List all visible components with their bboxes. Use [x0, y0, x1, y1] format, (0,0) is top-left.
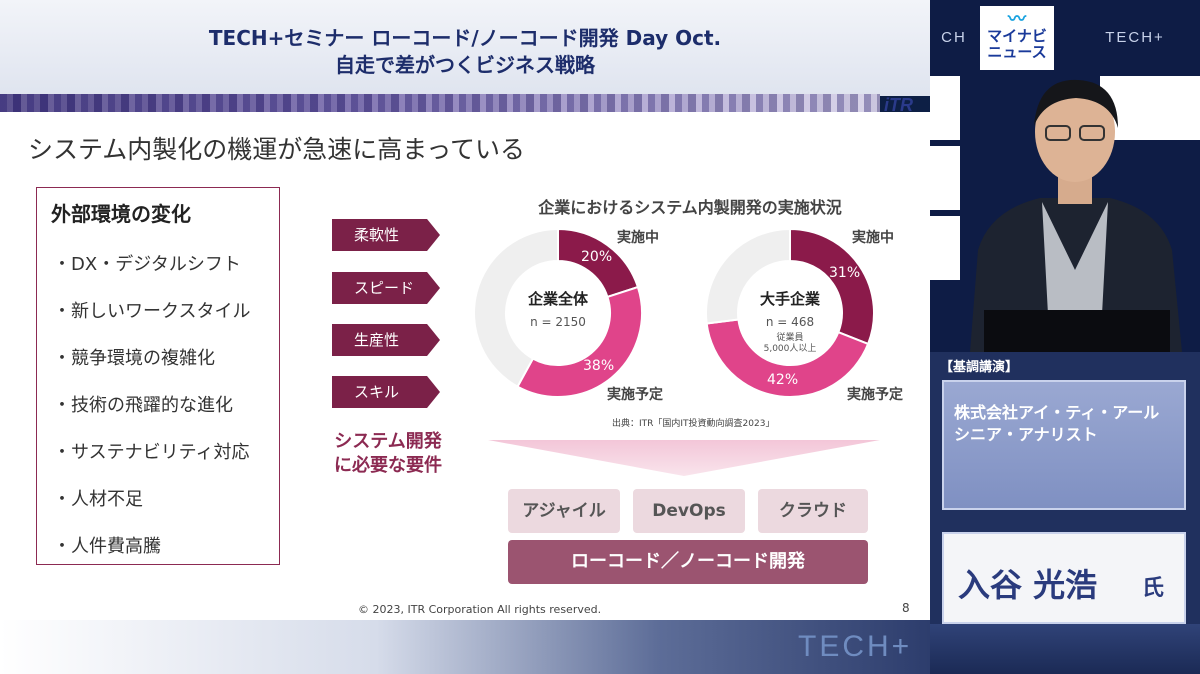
requirement-productivity: 生産性	[332, 324, 440, 356]
donut-center-large: 大手企業 n = 468 従業員 5,000人以上	[740, 288, 840, 355]
donut-sample-size: n = 468	[765, 315, 815, 329]
speaker-honorific: 氏	[1142, 576, 1165, 601]
donut-slice-planned	[705, 318, 870, 398]
panel-bottom-band	[930, 624, 1200, 674]
requirement-speed: スピード	[332, 272, 440, 304]
mynavi-news-logo: 〰 マイナビ ニュース	[980, 6, 1054, 70]
seminar-subtitle: 自走で差がつくビジネス戦略	[335, 53, 595, 77]
glasses-icon	[1079, 125, 1105, 141]
donut-chart-large-companies	[705, 227, 875, 398]
glasses-icon	[1045, 125, 1071, 141]
method-devops: DevOps	[633, 489, 745, 533]
requirements-caption: システム開発 に必要な要件	[328, 430, 448, 478]
laptop	[984, 310, 1170, 352]
donut-center-all: 企業全体 n = 2150	[508, 288, 608, 329]
mynavi-logo-line2: ニュース	[987, 43, 1047, 61]
company-line1: 株式会社アイ・ティ・アール	[954, 403, 1160, 422]
company-box: 株式会社アイ・ティ・アール シニア・アナリスト	[942, 380, 1186, 510]
env-item: ・DX・デジタルシフト	[53, 254, 241, 275]
chart-source: 出典：ITR「国内IT投資動向調査2023」	[612, 419, 775, 429]
requirement-flexibility: 柔軟性	[332, 219, 440, 251]
copyright: © 2023, ITR Corporation All rights reser…	[358, 603, 602, 616]
backdrop-logo-panel	[930, 216, 960, 280]
requirement-skill: スキル	[332, 376, 440, 408]
donut-title: 大手企業	[759, 290, 820, 308]
legend-in-progress: 実施中	[617, 230, 659, 246]
speaker-video	[970, 79, 1182, 352]
page-number: 8	[902, 601, 910, 615]
seminar-header: TECH+セミナー ローコード/ノーコード開発 Day Oct. 自走で差がつく…	[0, 0, 930, 96]
speaker-face	[1035, 82, 1115, 182]
requirements-caption-line1: システム開発	[334, 431, 442, 452]
tech-plus-backdrop-logo: TECH+	[1105, 29, 1165, 46]
donut-slice-in-progress	[789, 227, 875, 346]
legend-planned: 実施予定	[607, 387, 663, 403]
donut-slice-other	[473, 227, 559, 388]
method-cloud: クラウド	[758, 489, 868, 533]
funnel-arrow	[488, 440, 880, 476]
requirements-caption-line2: に必要な要件	[334, 455, 442, 476]
donut-note: 従業員 5,000人以上	[740, 333, 840, 355]
bottom-band	[0, 620, 940, 674]
data-label: 38%	[583, 358, 615, 374]
env-item: ・競争環境の複雑化	[53, 348, 215, 369]
donut-chart-all-companies	[473, 227, 643, 398]
speaker-name-box: 入谷 光浩 氏	[942, 532, 1186, 624]
legend-in-progress: 実施中	[852, 230, 894, 246]
method-agile: アジャイル	[508, 489, 620, 533]
company-line2: シニア・アナリスト	[954, 425, 1098, 444]
data-label: 42%	[767, 372, 799, 388]
keynote-label: 【基調講演】	[940, 360, 1019, 375]
mynavi-logo-line1: マイナビ	[987, 27, 1047, 45]
data-label: 31%	[829, 265, 861, 281]
lowcode-nocode-box: ローコード／ノーコード開発	[508, 540, 868, 584]
tech-plus-logo: TECH+	[798, 630, 913, 663]
donut-sample-size: n = 2150	[530, 315, 586, 329]
presentation-slide: システム内製化の機運が急速に高まっている 外部環境の変化 ・DX・デジタルシフト…	[0, 112, 930, 620]
chart-title: 企業におけるシステム内製開発の実施状況	[538, 198, 842, 217]
donut-title: 企業全体	[527, 290, 588, 308]
itr-logo: iTR	[884, 95, 913, 115]
env-item: ・人件費高騰	[53, 536, 161, 557]
donut-slice-other	[705, 227, 791, 325]
env-item: ・人材不足	[53, 489, 143, 510]
env-item: ・サステナビリティ対応	[53, 442, 250, 463]
tech-plus-backdrop-logo-partial: CH	[941, 29, 967, 46]
legend-planned: 実施予定	[847, 387, 903, 403]
donut-note-line1: 従業員	[776, 333, 804, 343]
donut-slice-planned	[516, 285, 643, 398]
speaker-company: 株式会社アイ・ティ・アール シニア・アナリスト	[954, 402, 1159, 446]
env-item: ・新しいワークスタイル	[53, 301, 251, 322]
speaker-name: 入谷 光浩	[958, 566, 1098, 604]
mynavi-mark-icon: 〰	[1008, 9, 1026, 30]
data-label: 20%	[581, 249, 613, 265]
backdrop-logo-panel	[930, 76, 960, 140]
donut-note-line2: 5,000人以上	[763, 344, 817, 354]
backdrop-logo-panel	[1100, 76, 1200, 140]
slide-title: システム内製化の機運が急速に高まっている	[28, 135, 526, 164]
backdrop-logo-panel	[930, 146, 960, 210]
env-box-title: 外部環境の変化	[51, 202, 191, 226]
env-item: ・技術の飛躍的な進化	[53, 395, 233, 416]
speaker-hair	[1034, 79, 1118, 128]
seminar-title: TECH+セミナー ローコード/ノーコード開発 Day Oct.	[208, 26, 722, 50]
external-environment-box: 外部環境の変化 ・DX・デジタルシフト ・新しいワークスタイル ・競争環境の複雑…	[36, 187, 280, 565]
mosaic-band	[0, 94, 880, 112]
